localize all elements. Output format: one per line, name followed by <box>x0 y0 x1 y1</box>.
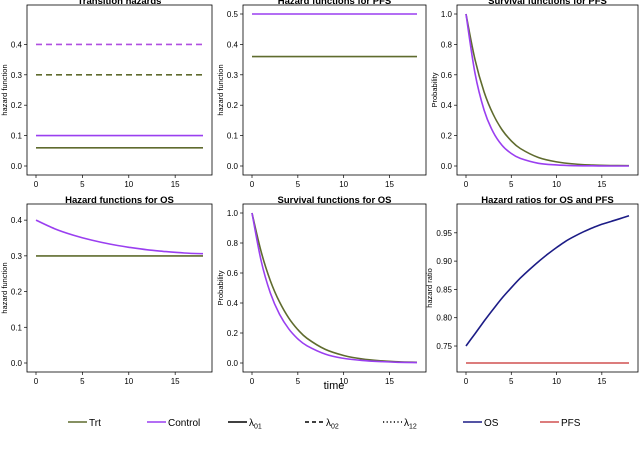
panel-title: Transition hazards <box>78 0 162 7</box>
x-tick-label: 0 <box>250 180 255 189</box>
x-tick-label: 15 <box>597 377 606 386</box>
plot-frame <box>242 4 427 176</box>
legend-label: λ02 <box>326 418 339 431</box>
y-tick-label: 0.2 <box>227 329 239 338</box>
y-tick-label: 0.3 <box>227 71 239 80</box>
y-tick-label: 0.95 <box>436 229 452 238</box>
x-tick-label: 5 <box>80 180 85 189</box>
legend-label: Control <box>168 418 200 429</box>
y-tick-label: 0.8 <box>227 239 239 248</box>
series-line-trt <box>251 212 418 364</box>
y-tick-label: 0.0 <box>11 359 23 368</box>
panel-1: Transition hazards 0 5 10 15 0.0 0.1 0.2 0.3 0.4 h… <box>0 0 213 189</box>
y-tick-label: 0.4 <box>11 216 23 225</box>
y-tick-label: 0.0 <box>441 162 453 171</box>
y-tick-label: 0.8 <box>441 40 453 49</box>
y-tick-label: 0.4 <box>227 40 239 49</box>
plot-frame <box>242 203 427 373</box>
y-tick-label: 0.5 <box>227 10 239 19</box>
y-tick-label: 0.1 <box>227 132 239 141</box>
y-tick-label: 0.2 <box>441 132 453 141</box>
x-tick-label: 10 <box>339 180 348 189</box>
x-tick-label: 15 <box>597 180 606 189</box>
y-tick-label: 0.4 <box>11 40 23 49</box>
legend-label: PFS <box>561 418 581 429</box>
panel-2: Hazard functions for PFS 0 5 10 15 0.0 0.1 0.2 0… <box>216 0 427 189</box>
x-tick-label: 10 <box>552 180 561 189</box>
plot-frame <box>456 4 639 176</box>
y-axis-label: hazard ratio <box>425 268 434 308</box>
panel-title: Survival functions for PFS <box>488 0 607 7</box>
panel-4: Hazard functions for OS 0 5 10 15 0.0 0.1 0.2 0.… <box>0 195 213 386</box>
panel-6: Hazard ratios for OS and PFS 0 5 10 15 0.75 0.… <box>425 195 639 386</box>
y-tick-label: 1.0 <box>227 209 239 218</box>
y-axis-label: Probability <box>216 270 225 305</box>
y-axis-label: hazard function <box>216 64 225 115</box>
y-tick-label: 0.3 <box>11 71 23 80</box>
x-tick-label: 5 <box>296 180 301 189</box>
x-tick-label: 10 <box>339 377 348 386</box>
legend-label: Trt <box>89 418 101 429</box>
x-tick-label: 0 <box>250 377 255 386</box>
x-tick-label: 0 <box>34 180 39 189</box>
x-tick-label: 0 <box>464 180 469 189</box>
legend-label: OS <box>484 418 499 429</box>
y-tick-label: 0.0 <box>11 162 23 171</box>
y-tick-label: 0.1 <box>11 323 23 332</box>
x-tick-label: 10 <box>124 377 133 386</box>
panel-title: Hazard ratios for OS and PFS <box>481 195 614 206</box>
y-tick-label: 0.4 <box>441 101 453 110</box>
series-line-control <box>465 13 629 167</box>
panel-title: Hazard functions for OS <box>65 195 174 206</box>
series-line-trt <box>465 13 630 167</box>
x-tick-label: 5 <box>296 377 301 386</box>
y-tick-label: 0.85 <box>436 285 452 294</box>
y-tick-label: 0.2 <box>227 101 239 110</box>
series-line-control <box>35 219 204 255</box>
y-tick-label: 0.75 <box>436 342 452 351</box>
plot-frame <box>26 203 213 373</box>
panel-3: Survival functions for PFS 0 5 10 15 0.0 0.2 0.… <box>430 0 639 189</box>
series-line-control <box>251 212 418 364</box>
y-axis-label: hazard function <box>0 262 9 313</box>
x-tick-label: 5 <box>509 180 514 189</box>
x-tick-label: 15 <box>385 377 394 386</box>
y-tick-label: 0.6 <box>441 71 453 80</box>
y-tick-label: 0.6 <box>227 269 239 278</box>
y-axis-label: hazard function <box>0 64 9 115</box>
y-tick-label: 0.4 <box>227 299 239 308</box>
y-tick-label: 0.2 <box>11 101 23 110</box>
y-axis-label: Probability <box>430 72 439 107</box>
y-tick-label: 0.90 <box>436 257 452 266</box>
x-tick-label: 15 <box>385 180 394 189</box>
y-tick-label: 0.2 <box>11 288 23 297</box>
x-tick-label: 15 <box>171 377 180 386</box>
panel-5: Survival functions for OS 0 5 10 15 0.0 0.2 0.4… <box>216 195 427 386</box>
x-tick-label: 0 <box>34 377 39 386</box>
y-tick-label: 0.1 <box>11 132 23 141</box>
x-tick-label: 10 <box>124 180 133 189</box>
x-axis-label: time <box>324 380 345 392</box>
legend: Trt Control λ01 λ02 λ12 OS PFS <box>68 418 581 431</box>
panel-title: Hazard functions for PFS <box>278 0 391 7</box>
plot-frame <box>456 203 639 373</box>
plot-frame <box>26 4 213 176</box>
legend-label: λ01 <box>249 418 262 431</box>
y-tick-label: 0.80 <box>436 314 452 323</box>
legend-label: λ12 <box>404 418 417 431</box>
x-tick-label: 5 <box>80 377 85 386</box>
y-tick-label: 0.0 <box>227 359 239 368</box>
x-tick-label: 15 <box>171 180 180 189</box>
series-line-os <box>465 215 630 347</box>
x-tick-label: 0 <box>464 377 469 386</box>
x-tick-label: 5 <box>509 377 514 386</box>
y-tick-label: 0.3 <box>11 252 23 261</box>
y-tick-label: 0.0 <box>227 162 239 171</box>
panel-title: Survival functions for OS <box>277 195 391 206</box>
y-tick-label: 1.0 <box>441 10 453 19</box>
x-tick-label: 10 <box>552 377 561 386</box>
